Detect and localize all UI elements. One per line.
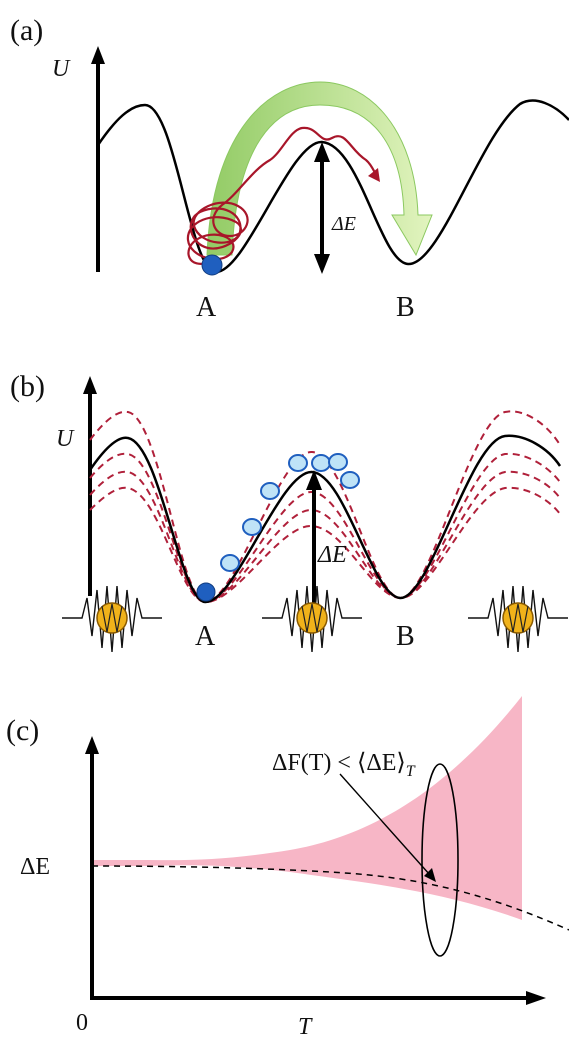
panel-b-state-b: B bbox=[396, 621, 415, 652]
panel-b-particle-light bbox=[311, 454, 331, 472]
panel-a-barrier-label: ΔE bbox=[331, 213, 356, 235]
panel-c-x-axis-label: T bbox=[298, 1014, 313, 1037]
panel-b-label: (b) bbox=[10, 370, 45, 403]
panel-b-particle-light bbox=[260, 482, 280, 500]
panel-b-y-axis-arrowhead bbox=[83, 376, 97, 394]
panel-b-particle-path bbox=[220, 453, 360, 572]
panel-c-x-axis-arrowhead bbox=[526, 991, 546, 1005]
panel-b-fluctuating-curves bbox=[89, 410, 561, 604]
panel-c-inequality: ΔF(T) < ⟨ΔE⟩T bbox=[272, 750, 416, 780]
panel-a-state-b: B bbox=[396, 292, 415, 323]
panel-c-pointer-arrowhead bbox=[424, 868, 436, 882]
panel-a-state-a: A bbox=[196, 292, 217, 323]
panel-a-label: (a) bbox=[10, 14, 43, 47]
panel-b-dashed-curve bbox=[89, 410, 561, 604]
panel-a-particle bbox=[201, 254, 223, 276]
panel-b-barrier-arrowhead-up bbox=[306, 470, 322, 490]
panel-a-barrier-arrowhead-down bbox=[314, 254, 330, 274]
panel-b-particle-light bbox=[242, 518, 262, 536]
panel-b-state-a: A bbox=[195, 621, 216, 652]
panel-c-inequality-subscript: T bbox=[406, 763, 416, 780]
panel-a-trajectory-arrowhead bbox=[368, 168, 380, 182]
panel-b-phonon bbox=[262, 585, 362, 653]
panel-b-dashed-curve bbox=[89, 486, 561, 604]
panel-c-spread-region bbox=[92, 696, 522, 920]
panel-a-potential-curve bbox=[96, 99, 569, 274]
panel-b-phonons bbox=[62, 585, 568, 653]
panel-c-mean-curve bbox=[91, 865, 569, 931]
panel-a: (a) U ΔE A B bbox=[10, 14, 569, 323]
panel-a-y-axis-label: U bbox=[52, 56, 71, 82]
panel-c-y-axis-arrowhead bbox=[85, 736, 99, 754]
panel-b-dashed-curve bbox=[89, 470, 561, 604]
panel-c-y-tick: ΔE bbox=[20, 854, 50, 880]
panel-b-particle-light bbox=[288, 454, 308, 472]
panel-b-barrier-label: ΔE bbox=[317, 542, 347, 568]
panel-a-trajectory bbox=[186, 126, 379, 265]
panel-a-hop-arrow bbox=[206, 81, 433, 257]
panel-a-y-axis-arrowhead bbox=[91, 46, 105, 64]
panel-c-pointer-line bbox=[339, 773, 431, 876]
panel-c-ellipse bbox=[421, 763, 459, 957]
panel-c-x-origin: 0 bbox=[76, 1010, 88, 1036]
panel-c: (c) ΔE 0 T ΔF(T) < ⟨ΔE⟩T bbox=[6, 696, 569, 1037]
panel-c-inequality-main: ΔF(T) < ⟨ΔE⟩ bbox=[272, 750, 406, 776]
panel-b-particle bbox=[196, 582, 216, 602]
panel-b: (b) U ΔE bbox=[10, 370, 568, 653]
panel-b-particle-light bbox=[340, 471, 360, 489]
panel-b-phonon bbox=[468, 585, 568, 653]
panel-a-barrier-arrowhead-up bbox=[314, 142, 330, 162]
panel-b-particle-light bbox=[328, 453, 348, 471]
panel-c-label: (c) bbox=[6, 714, 39, 747]
panel-b-particle-light bbox=[220, 554, 240, 572]
panel-b-potential-curve bbox=[88, 434, 562, 604]
panel-b-y-axis-label: U bbox=[56, 426, 75, 452]
panel-b-phonon bbox=[62, 585, 162, 653]
